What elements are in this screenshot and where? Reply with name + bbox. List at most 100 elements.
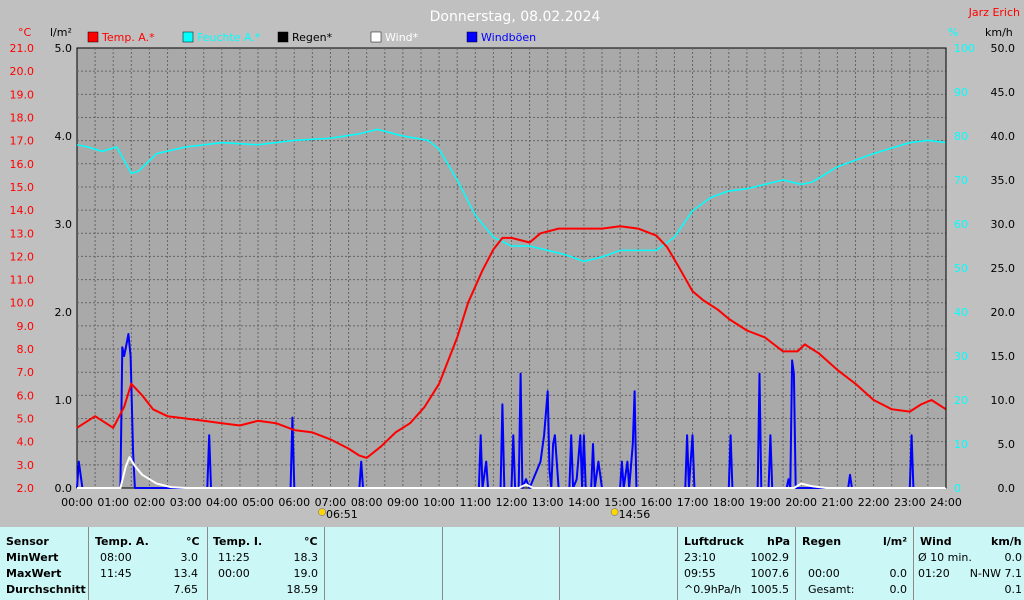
humidity-tick-label: 0 (954, 482, 961, 495)
stats-pressure-val: 1005.5 (750, 583, 790, 596)
legend-label: Temp. A.* (101, 31, 155, 44)
divider (795, 527, 796, 600)
stats-temp-a-val: 3.0 (180, 551, 199, 564)
legend-swatch (370, 31, 382, 43)
rain-axis-unit: l/m² (50, 26, 72, 39)
header-rain: Regen (802, 535, 842, 548)
x-tick-label: 17:00 (677, 496, 709, 509)
x-tick-label: 21:00 (822, 496, 854, 509)
temp-tick-label: 10.0 (10, 297, 35, 310)
stats-label: MinWert (6, 551, 59, 564)
x-tick-label: 14:00 (568, 496, 600, 509)
legend-label: Windböen (481, 31, 536, 44)
legend: Temp. A.* Feuchte A.* Regen* Wind* Windböen (87, 31, 536, 44)
author-label: Jarz Erich (968, 6, 1020, 19)
humidity-tick-label: 50 (954, 262, 968, 275)
chart-title: Donnerstag, 08.02.2024 (430, 9, 601, 25)
header-temp-a: Temp. A. (95, 535, 149, 548)
temp-tick-label: 13.0 (10, 227, 35, 240)
stats-wind-val: N-NW 7.1 (969, 567, 1022, 580)
sunrise-icon (318, 508, 326, 516)
rain-tick-label: 2.0 (55, 306, 73, 319)
header-pressure: Luftdruck (684, 535, 744, 548)
wind-line (77, 456, 946, 489)
sunset-label: 14:56 (619, 508, 651, 521)
x-tick-label: 02:00 (134, 496, 166, 509)
sunrise-label: 06:51 (326, 508, 358, 521)
divider (207, 527, 208, 600)
x-tick-label: 18:00 (713, 496, 745, 509)
temp-tick-label: 5.0 (17, 413, 35, 426)
stats-temp-i-val: 18.3 (293, 551, 319, 564)
stats-pressure-val: 1007.6 (750, 567, 790, 580)
legend-label: Wind* (385, 31, 419, 44)
wind-tick-label: 0.0 (998, 482, 1016, 495)
grid (77, 48, 946, 488)
rain-tick-label: 5.0 (55, 42, 73, 55)
axes-layer: 21.0 20.0 19.0 18.0 17.0 16.0 15.0 14.0 13.0 12.0… (10, 26, 1016, 521)
temp-tick-label: 9.0 (17, 320, 35, 333)
humidity-tick-label: 70 (954, 174, 968, 187)
legend-label: Feuchte A.* (197, 31, 261, 44)
divider (324, 527, 325, 600)
stats-wind-time: 01:20 (918, 567, 950, 580)
temp-tick-label: 15.0 (10, 181, 35, 194)
x-tick-label: 06:00 (278, 496, 310, 509)
x-tick-label: 01:00 (97, 496, 129, 509)
x-tick-label: 09:00 (387, 496, 419, 509)
humidity-tick-label: 40 (954, 306, 968, 319)
wind-tick-label: 25.0 (991, 262, 1016, 275)
stats-label: MaxWert (6, 567, 62, 580)
stats-wind-val: 0.1 (1004, 583, 1023, 596)
temp-tick-label: 2.0 (17, 482, 35, 495)
temp-tick-label: 4.0 (17, 436, 35, 449)
rain-tick-label: 1.0 (55, 394, 73, 407)
x-tick-label: 07:00 (315, 496, 347, 509)
header-rain-unit: l/m² (883, 535, 908, 548)
x-tick-label: 03:00 (170, 496, 202, 509)
stats-temp-a-val: 7.65 (173, 583, 199, 596)
stats-temp-a-time: 11:45 (100, 567, 132, 580)
x-tick-label: 05:00 (242, 496, 274, 509)
stats-label: Durchschnitt (6, 583, 86, 596)
temp-axis-unit: °C (18, 26, 32, 39)
legend-swatch (87, 31, 99, 43)
x-tick-label: 20:00 (785, 496, 817, 509)
wind-tick-label: 5.0 (998, 438, 1016, 451)
weather-chart: 21.0 20.0 19.0 18.0 17.0 16.0 15.0 14.0 13.0 12.0… (10, 6, 1021, 521)
stats-temp-i-val: 18.59 (286, 583, 319, 596)
stats-rain-time: 00:00 (808, 567, 840, 580)
wind-tick-label: 30.0 (991, 218, 1016, 231)
humidity-tick-label: 80 (954, 130, 968, 143)
rain-tick-label: 0.0 (55, 482, 73, 495)
divider (913, 527, 914, 600)
stats-temp-i-time: 11:25 (218, 551, 250, 564)
stats-rain-val: 0.0 (889, 567, 908, 580)
temp-tick-label: 21.0 (10, 42, 35, 55)
wind-tick-label: 20.0 (991, 306, 1016, 319)
temp-tick-label: 12.0 (10, 250, 35, 263)
rain-tick-label: 4.0 (55, 130, 73, 143)
temp-tick-label: 3.0 (17, 459, 35, 472)
stats-pressure-time: ^0.9hPa/h (684, 583, 742, 596)
x-tick-label: 23:00 (894, 496, 926, 509)
divider (88, 527, 89, 600)
header-temp-i: Temp. I. (213, 535, 263, 548)
wind-tick-label: 45.0 (991, 86, 1016, 99)
temp-tick-label: 11.0 (10, 274, 35, 287)
temp-tick-label: 7.0 (17, 366, 35, 379)
header-wind: Wind (920, 535, 952, 548)
legend-label: Regen* (292, 31, 333, 44)
temp-tick-label: 16.0 (10, 158, 35, 171)
wind-tick-label: 15.0 (991, 350, 1016, 363)
temp-tick-label: 20.0 (10, 65, 35, 78)
temperature-line (76, 225, 947, 459)
humidity-tick-label: 10 (954, 438, 968, 451)
temp-tick-label: 17.0 (10, 135, 35, 148)
wind-axis-unit: km/h (985, 26, 1013, 39)
divider (677, 527, 678, 600)
humidity-line (76, 128, 947, 263)
rain-tick-label: 3.0 (55, 218, 73, 231)
temp-tick-label: 8.0 (17, 343, 35, 356)
stats-temp-a-time: 08:00 (100, 551, 132, 564)
